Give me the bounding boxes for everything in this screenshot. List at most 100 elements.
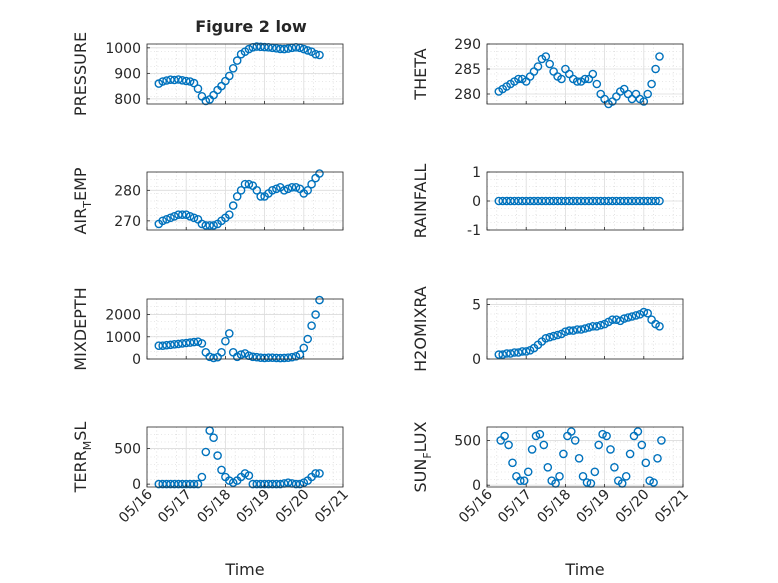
data-point xyxy=(545,59,555,69)
data-point xyxy=(561,327,570,337)
data-point xyxy=(559,449,568,459)
data-point xyxy=(166,340,175,350)
data-point xyxy=(174,75,183,84)
data-point xyxy=(311,49,320,59)
y-tick-label: 0 xyxy=(472,478,481,494)
y-tick-label: 1 xyxy=(472,165,481,181)
data-point xyxy=(170,339,179,349)
data-point xyxy=(567,427,576,436)
data-point xyxy=(504,440,513,450)
y-tick-label: 270 xyxy=(114,214,141,230)
data-point xyxy=(623,313,633,322)
data-point xyxy=(543,462,553,472)
data-point xyxy=(256,192,266,201)
y-tick-label: 290 xyxy=(454,37,481,53)
y-tick-label: 900 xyxy=(114,66,141,82)
data-point xyxy=(193,479,203,489)
data-point xyxy=(244,179,254,189)
y-axis-label-main: SUN xyxy=(411,459,430,493)
data-point xyxy=(527,445,537,454)
y-tick-label: 500 xyxy=(114,441,141,457)
y-axis-label-rest: EMP xyxy=(71,167,90,201)
data-point xyxy=(610,462,619,472)
y-axis-label: PRESSURE xyxy=(71,32,90,116)
subplot-air-temp: 270 280 AIRTEMP xyxy=(71,167,344,235)
data-point xyxy=(228,201,238,210)
y-axis-label-main: TERR xyxy=(71,450,90,493)
data-point xyxy=(514,348,523,357)
data-point xyxy=(185,211,195,221)
data-point xyxy=(639,97,649,106)
data-point xyxy=(201,96,211,106)
data-point xyxy=(291,479,301,489)
data-point xyxy=(279,185,289,195)
y-tick-label: 800 xyxy=(114,92,141,108)
data-point xyxy=(224,329,234,338)
data-point xyxy=(655,52,664,61)
data-point xyxy=(224,71,234,81)
data-point xyxy=(189,337,199,347)
data-point xyxy=(307,321,316,331)
data-point xyxy=(177,210,187,219)
y-tick-label: 1000 xyxy=(105,330,141,346)
x-axis-label: Time xyxy=(224,560,264,579)
data-point xyxy=(315,169,324,178)
subplot-rainfall: -1 0 1 RAINFALL xyxy=(411,164,684,239)
data-point xyxy=(268,353,277,363)
data-point xyxy=(541,52,551,61)
data-point xyxy=(549,331,558,341)
data-point xyxy=(303,46,313,55)
data-point xyxy=(631,311,641,320)
data-point xyxy=(268,185,277,195)
data-point xyxy=(228,64,238,73)
data-point xyxy=(516,476,525,486)
data-point xyxy=(248,352,258,362)
data-point xyxy=(580,324,590,333)
data-point xyxy=(248,479,258,489)
y-axis-label: RAINFALL xyxy=(411,164,430,239)
subplot-mixdepth: 0 1000 2000 MIXDEPTH xyxy=(71,287,344,371)
data-point xyxy=(557,74,566,84)
y-axis-label-subscript: M xyxy=(81,441,94,451)
data-point xyxy=(572,325,582,334)
subplot-theta: 280 285 290 THETA xyxy=(411,37,684,109)
axes-box xyxy=(486,426,684,488)
data-point xyxy=(521,347,531,356)
y-axis-label-subscript: F xyxy=(421,452,434,458)
x-axis-label: Time xyxy=(564,560,604,579)
data-point xyxy=(189,479,199,489)
data-point xyxy=(565,326,574,335)
data-point xyxy=(307,179,316,189)
data-point xyxy=(500,431,509,441)
data-point xyxy=(311,310,320,319)
data-point xyxy=(283,478,293,488)
data-point xyxy=(533,62,543,71)
y-tick-label: 0 xyxy=(132,477,141,493)
data-point xyxy=(209,221,218,230)
data-point xyxy=(590,467,600,477)
data-point xyxy=(166,479,175,489)
data-point xyxy=(641,458,651,468)
data-point xyxy=(608,315,617,325)
y-axis-label: TERRMSL xyxy=(71,422,94,494)
data-point xyxy=(572,77,582,86)
data-point xyxy=(166,213,175,223)
y-axis-label-rest: LUX xyxy=(411,421,430,452)
data-point xyxy=(209,353,218,363)
data-point xyxy=(197,219,207,229)
data-point xyxy=(574,453,584,463)
data-point xyxy=(283,353,293,363)
data-point xyxy=(197,472,207,482)
data-point xyxy=(217,465,226,475)
y-axis-label-rest: SL xyxy=(71,422,90,441)
data-point xyxy=(315,469,324,478)
data-point xyxy=(224,210,234,219)
data-point xyxy=(162,214,171,224)
data-point xyxy=(240,179,250,189)
axes-box xyxy=(146,171,344,231)
data-point xyxy=(619,314,629,323)
axes-box xyxy=(146,43,344,105)
data-point xyxy=(193,84,203,93)
